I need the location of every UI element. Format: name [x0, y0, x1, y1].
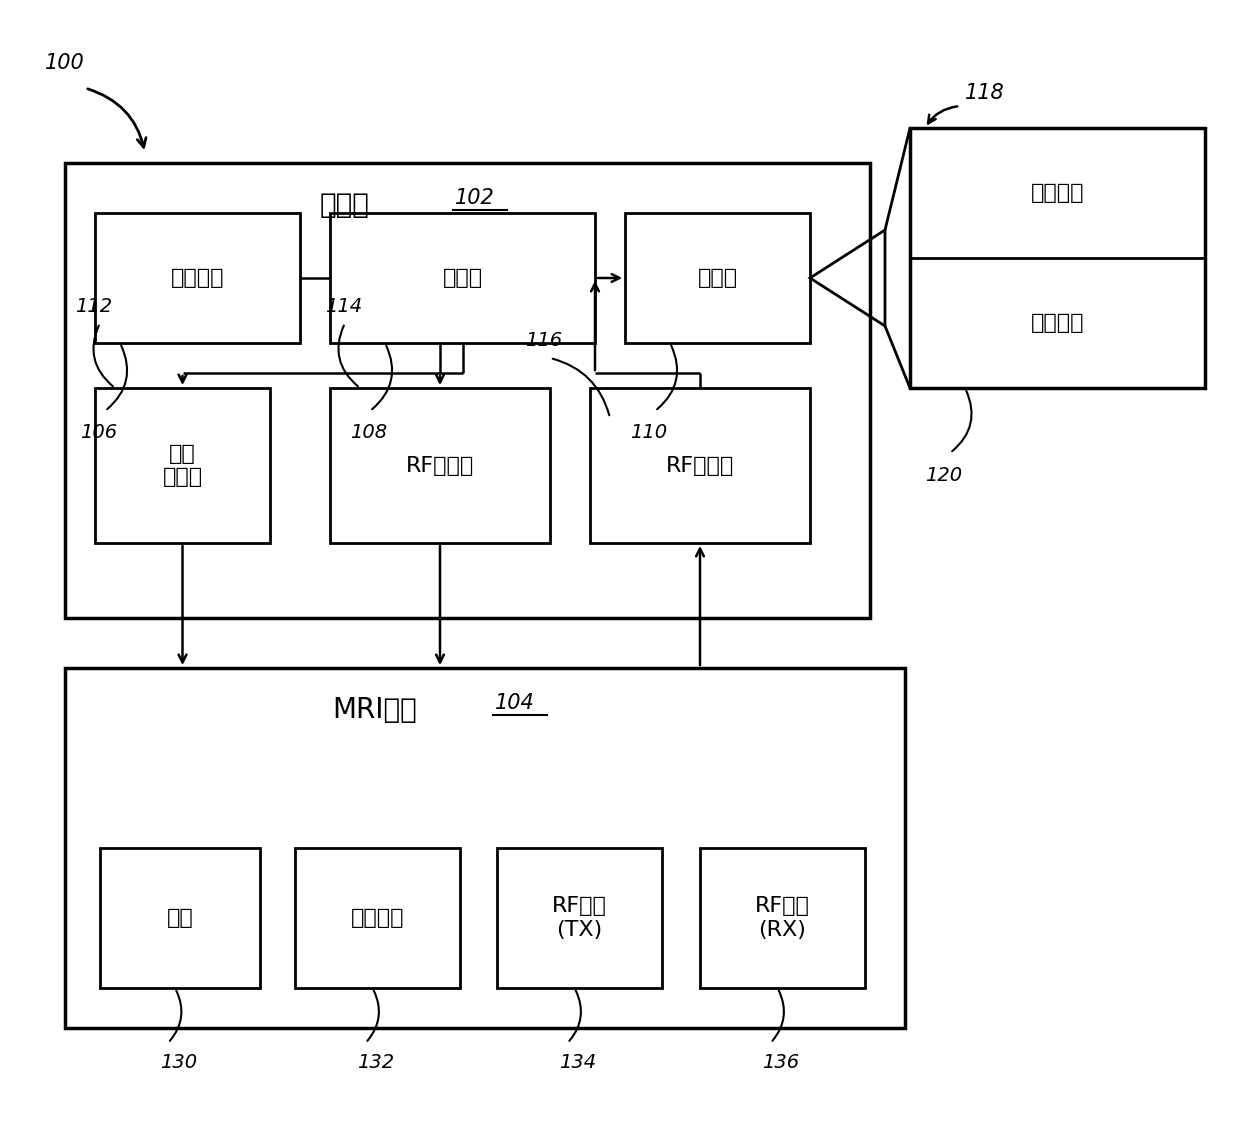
- Text: 磁体: 磁体: [166, 908, 193, 928]
- Bar: [95, 213, 300, 343]
- Text: 控制程序: 控制程序: [1030, 183, 1084, 203]
- Text: 分析程序: 分析程序: [1030, 313, 1084, 333]
- Bar: [64, 668, 905, 1028]
- Bar: [95, 387, 270, 543]
- Text: 104: 104: [495, 693, 534, 713]
- Text: 存储器: 存储器: [697, 267, 738, 288]
- Text: 计算机: 计算机: [320, 191, 370, 219]
- Bar: [910, 128, 1205, 387]
- Text: RF控制器: RF控制器: [405, 456, 474, 475]
- Text: 136: 136: [763, 1053, 800, 1072]
- Bar: [100, 848, 260, 988]
- Text: 114: 114: [325, 297, 362, 315]
- Text: RF接收器: RF接收器: [666, 456, 734, 475]
- Text: 108: 108: [350, 423, 387, 442]
- Text: 处理器: 处理器: [443, 267, 482, 288]
- Bar: [625, 213, 810, 343]
- Bar: [295, 848, 460, 988]
- Bar: [64, 163, 870, 618]
- Text: 118: 118: [965, 83, 1004, 103]
- Text: RF线圈
(TX): RF线圈 (TX): [552, 896, 606, 940]
- Text: 132: 132: [357, 1053, 394, 1072]
- Bar: [590, 387, 810, 543]
- Text: MRI装置: MRI装置: [332, 696, 418, 724]
- Bar: [330, 387, 551, 543]
- Text: 梯度线圈: 梯度线圈: [351, 908, 404, 928]
- Text: 120: 120: [925, 466, 962, 485]
- Text: 用户界面: 用户界面: [171, 267, 224, 288]
- Bar: [701, 848, 866, 988]
- FancyArrowPatch shape: [88, 89, 146, 147]
- Text: 110: 110: [630, 423, 667, 442]
- Bar: [330, 213, 595, 343]
- Text: 102: 102: [455, 187, 495, 208]
- Text: 130: 130: [160, 1053, 197, 1072]
- Text: 116: 116: [525, 331, 562, 350]
- Text: RF线圈
(RX): RF线圈 (RX): [755, 896, 810, 940]
- Text: 106: 106: [81, 423, 117, 442]
- Bar: [497, 848, 662, 988]
- Text: 134: 134: [559, 1053, 596, 1072]
- Text: 112: 112: [74, 297, 112, 315]
- FancyArrowPatch shape: [928, 106, 957, 123]
- Text: 梯度
控制器: 梯度 控制器: [162, 443, 202, 487]
- Text: 100: 100: [45, 53, 84, 73]
